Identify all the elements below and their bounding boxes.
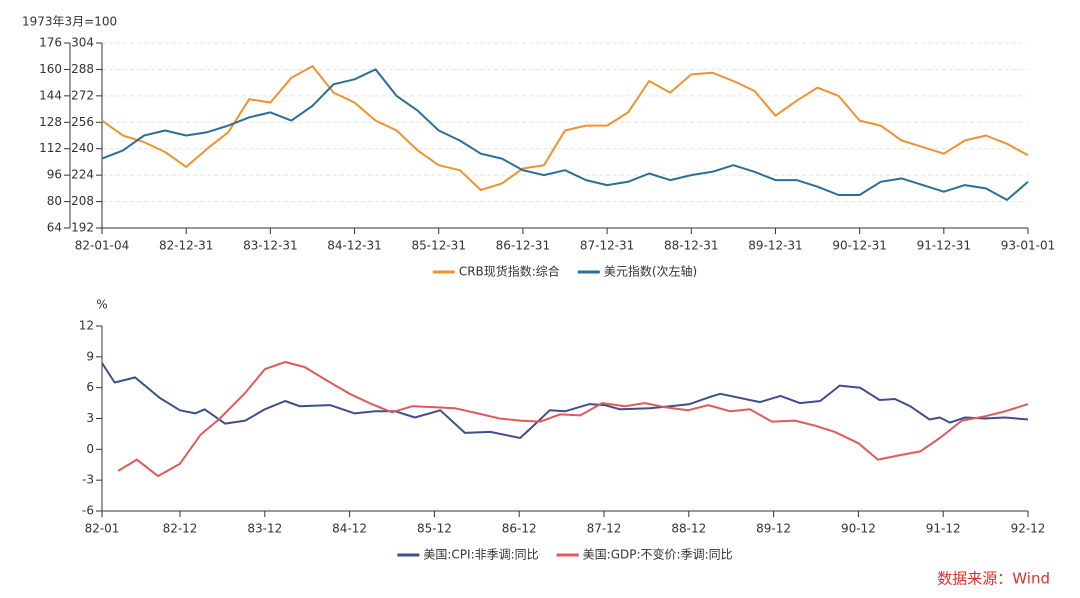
- y2-tick-label: 288: [71, 62, 94, 76]
- y-tick-label: 3: [86, 411, 94, 425]
- x-tick-label: 84-12: [332, 522, 367, 536]
- legend-label: CRB现货指数:综合: [459, 264, 560, 279]
- x-tick-label: 82-01: [85, 522, 120, 536]
- legend-label: 美国:CPI:非季调:同比: [423, 548, 538, 562]
- legend-label: 美国:GDP:不变价:季调:同比: [583, 547, 733, 562]
- y2-tick-label: 208: [71, 194, 94, 208]
- series-line: [117, 361, 1029, 478]
- y-tick-label: 12: [79, 319, 94, 333]
- x-tick-label: 87-12-31: [580, 239, 634, 253]
- y2-tick-label: 224: [71, 168, 94, 182]
- x-tick-label: 89-12-31: [748, 239, 802, 253]
- legend: CRB现货指数:综合 美元指数(次左轴): [432, 264, 697, 279]
- y-tick-label: 9: [86, 349, 94, 363]
- legend: 美国:CPI:非季调:同比 美国:GDP:不变价:季调:同比: [397, 547, 733, 562]
- x-tick-label: 87-12: [587, 522, 622, 536]
- y-axis-unit: 1973年3月=100: [22, 15, 117, 29]
- y-tick-label: -3: [82, 473, 94, 487]
- series-line: [101, 65, 1029, 191]
- x-tick-label: 90-12-31: [832, 239, 886, 253]
- y-tick-label: 176: [39, 36, 62, 50]
- x-tick-label: 88-12-31: [664, 239, 718, 253]
- y-tick-label: 64: [47, 221, 62, 235]
- y-tick-label: 6: [86, 380, 94, 394]
- x-tick-label: 82-01-04: [75, 239, 129, 253]
- y2-tick-label: 256: [71, 115, 94, 129]
- series-line: [101, 362, 1029, 439]
- x-tick-label: 85-12: [417, 522, 452, 536]
- x-tick-label: 83-12-31: [243, 239, 297, 253]
- x-tick-label: 83-12: [247, 522, 282, 536]
- legend-label: 美元指数(次左轴): [604, 264, 697, 279]
- x-tick-label: 86-12: [502, 522, 537, 536]
- x-tick-label: 90-12: [841, 522, 876, 536]
- y-tick-label: 144: [39, 88, 62, 102]
- y2-tick-label: 272: [71, 88, 94, 102]
- y-tick-label: 128: [39, 115, 62, 129]
- y-tick-label: 80: [47, 194, 62, 208]
- x-tick-label: 92-12: [1011, 522, 1046, 536]
- y-tick-label: -6: [82, 504, 94, 518]
- y-tick-label: 0: [86, 442, 94, 456]
- y2-tick-label: 240: [71, 141, 94, 155]
- x-tick-label: 93-01-01: [1001, 239, 1055, 253]
- y-tick-label: 96: [47, 168, 62, 182]
- x-tick-label: 88-12: [671, 522, 706, 536]
- x-tick-label: 84-12-31: [327, 239, 381, 253]
- x-tick-label: 82-12: [163, 522, 198, 536]
- y2-tick-label: 304: [71, 36, 94, 50]
- source-note: 数据来源：Wind: [937, 570, 1050, 588]
- series-line: [101, 68, 1029, 201]
- y2-tick-label: 192: [71, 221, 94, 235]
- y-axis-unit: %: [96, 298, 107, 312]
- x-tick-label: 86-12-31: [496, 239, 550, 253]
- y-tick-label: 160: [39, 62, 62, 76]
- x-tick-label: 91-12-31: [917, 239, 971, 253]
- x-tick-label: 91-12: [926, 522, 961, 536]
- x-tick-label: 85-12-31: [411, 239, 465, 253]
- y-tick-label: 112: [39, 141, 62, 155]
- x-tick-label: 89-12: [756, 522, 791, 536]
- x-tick-label: 82-12-31: [159, 239, 213, 253]
